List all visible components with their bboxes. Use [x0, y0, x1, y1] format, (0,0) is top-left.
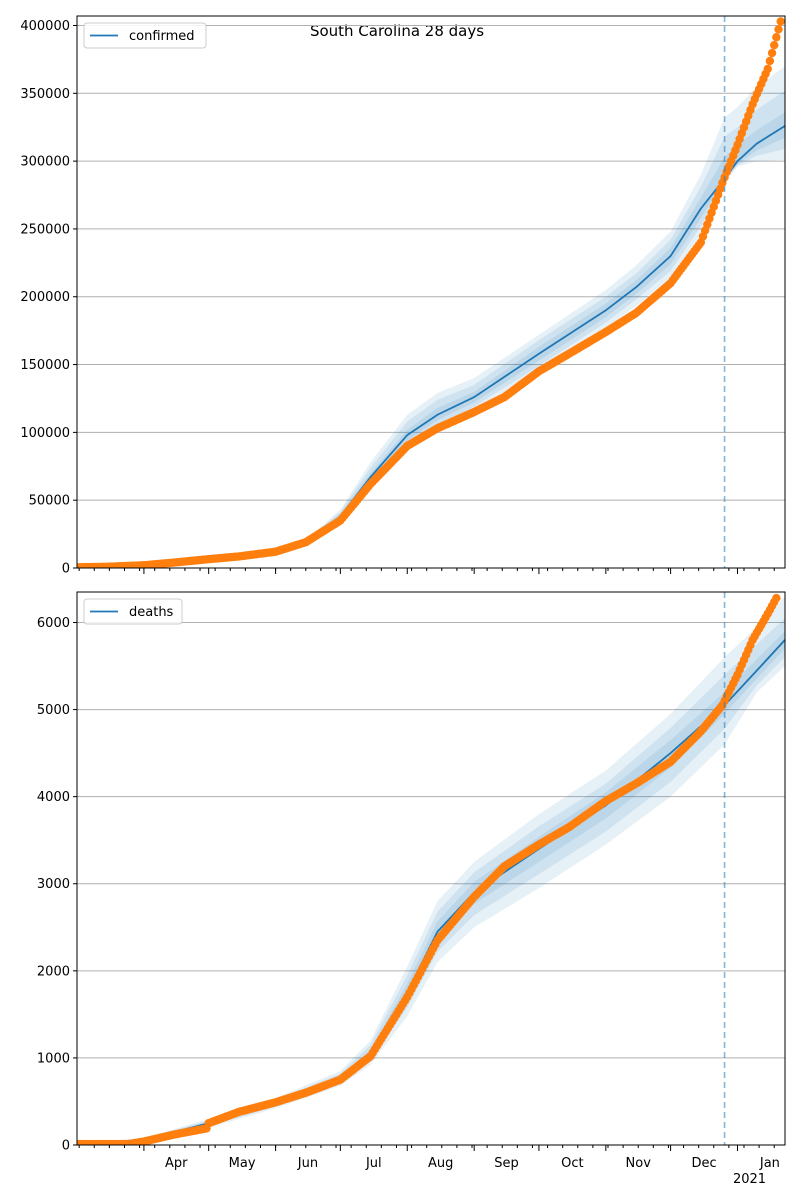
- figure-title: South Carolina 28 days: [310, 22, 484, 40]
- observed-point: [772, 593, 781, 603]
- y-tick-label: 0: [62, 1139, 70, 1154]
- deaths-panel: 0 1000 2000 3000 4000 5000 6000 Apr May Jun Jul Aug…: [37, 591, 786, 1187]
- x-year-label: 2021: [733, 1172, 766, 1187]
- legend-label: confirmed: [129, 29, 195, 44]
- observed-point: [770, 40, 779, 50]
- x-tick-label: Nov: [626, 1156, 652, 1171]
- x-tick-label: Jan: [759, 1156, 780, 1171]
- observed-points: [77, 593, 781, 1145]
- y-tick-label: 200000: [20, 290, 70, 305]
- legend-box: [83, 598, 183, 625]
- y-tick-label: 3000: [37, 877, 70, 892]
- y-tick-label: 100000: [20, 426, 70, 441]
- observed-point: [772, 33, 781, 42]
- y-tick-label: 0: [62, 562, 70, 577]
- legend-label: deaths: [129, 605, 174, 620]
- x-tick-label: Oct: [561, 1156, 583, 1171]
- y-tick-label: 1000: [37, 1051, 70, 1066]
- y-tick-label: 2000: [37, 964, 70, 979]
- y-tick-label: 250000: [20, 222, 70, 237]
- x-tick-label: Apr: [165, 1156, 188, 1171]
- observed-point: [765, 56, 775, 66]
- confirmed-panel: 0 50000 100000 150000 200000 250000 300000 3500…: [20, 15, 786, 577]
- y-tick-label: 350000: [20, 87, 70, 102]
- plot-area: [77, 593, 785, 1145]
- y-tick-label: 5000: [37, 703, 70, 718]
- plot-area: [77, 17, 785, 568]
- observed-point: [774, 25, 783, 34]
- axes-frame: [76, 15, 786, 569]
- x-tick-label: Jun: [297, 1156, 318, 1171]
- x-tick-label: Jul: [365, 1156, 382, 1171]
- y-tick-label: 150000: [20, 358, 70, 373]
- observed-point: [776, 17, 785, 26]
- observed-point: [763, 64, 772, 74]
- y-tick-label: 300000: [20, 155, 70, 170]
- observed-point: [767, 48, 777, 58]
- y-tick-label: 50000: [29, 494, 70, 509]
- y-tick-label: 400000: [20, 19, 70, 34]
- x-tick-label: Aug: [428, 1156, 453, 1171]
- x-tick-label: Sep: [494, 1156, 519, 1171]
- legend: deaths: [83, 598, 183, 625]
- observed-points: [77, 17, 785, 568]
- x-tick-label: Dec: [691, 1156, 716, 1171]
- legend: confirmed: [83, 22, 207, 49]
- axes-frame: [76, 591, 786, 1146]
- legend-box: [83, 22, 207, 49]
- x-tick-label: May: [229, 1156, 256, 1171]
- y-tick-label: 6000: [37, 616, 70, 631]
- y-tick-label: 4000: [37, 790, 70, 805]
